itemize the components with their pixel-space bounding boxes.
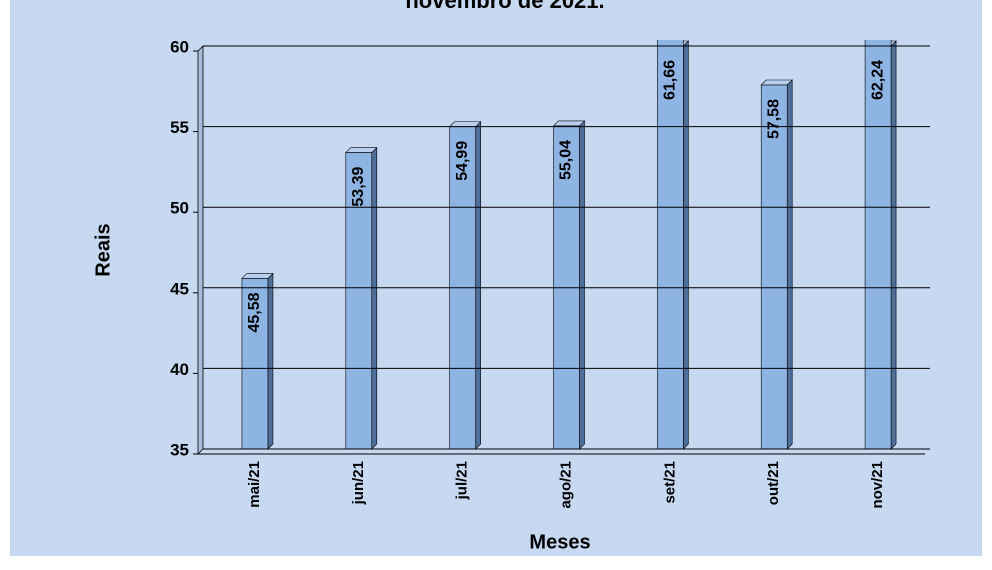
x-tick-label: set/21 <box>661 461 678 504</box>
value-label: 62,24 <box>869 60 886 100</box>
background <box>10 0 982 556</box>
x-tick-label: jun/21 <box>350 461 367 505</box>
y-tick-label: 35 <box>170 440 189 459</box>
y-tick-label: 40 <box>170 360 189 379</box>
x-tick-label: jul/21 <box>454 461 471 500</box>
x-tick-label: mai/21 <box>246 461 263 508</box>
bar-top <box>760 79 793 86</box>
y-tick-label: 55 <box>170 118 189 137</box>
bar-top <box>345 147 378 153</box>
bar <box>345 152 373 450</box>
y-tick-label: 50 <box>170 199 189 218</box>
y-tick-label: 45 <box>170 279 189 298</box>
y-axis-label: Reais <box>92 223 114 276</box>
x-tick-label: out/21 <box>765 461 782 505</box>
bar-side <box>371 146 378 450</box>
value-label: 61,66 <box>662 60 679 100</box>
bar <box>241 278 269 450</box>
bar-top <box>241 273 274 279</box>
chart-title: novembro de 2021. <box>405 0 604 13</box>
bar-top <box>552 120 586 127</box>
wall-side <box>197 45 204 455</box>
value-label: 54,99 <box>454 141 471 181</box>
value-label: 55,04 <box>558 140 575 180</box>
value-label: 53,39 <box>350 166 367 206</box>
x-tick-label: ago/21 <box>557 461 574 509</box>
bar <box>760 84 788 450</box>
bar <box>864 40 892 450</box>
bar-side <box>786 79 793 450</box>
y-tick-label: 60 <box>170 37 189 56</box>
value-label: 45,58 <box>246 292 263 332</box>
bar-side <box>683 40 689 450</box>
bar <box>657 40 684 450</box>
bar-side <box>267 272 274 450</box>
bar-top <box>448 121 482 128</box>
bar-side <box>475 121 481 450</box>
x-axis-label: Meses <box>529 531 590 553</box>
bar-side <box>890 40 897 450</box>
bar-side <box>579 120 585 450</box>
x-tick-label: nov/21 <box>869 461 886 509</box>
value-label: 57,58 <box>765 99 782 139</box>
